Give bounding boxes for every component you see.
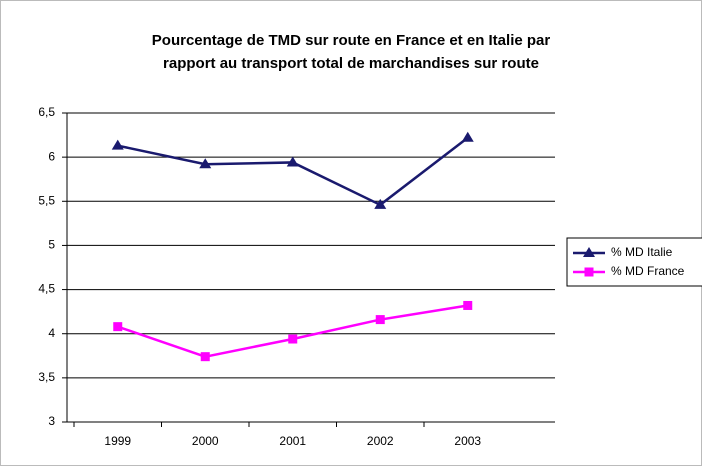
- marker: [463, 300, 473, 310]
- legend-label: % MD France: [611, 264, 685, 278]
- y-tick-label: 6,5: [38, 105, 55, 119]
- marker: [113, 322, 123, 332]
- y-tick-label: 5: [48, 238, 55, 252]
- y-tick-label: 5,5: [38, 193, 55, 207]
- marker: [461, 131, 474, 142]
- marker: [374, 198, 387, 209]
- x-tick-label: 2002: [367, 434, 394, 448]
- chart-title: rapport au transport total de marchandis…: [163, 55, 539, 72]
- chart-title: Pourcentage de TMD sur route en France e…: [152, 32, 551, 49]
- marker: [375, 315, 385, 325]
- marker: [288, 334, 298, 344]
- marker: [583, 247, 595, 257]
- x-tick-label: 1999: [104, 434, 131, 448]
- y-tick-label: 4: [48, 326, 55, 340]
- legend-box: [566, 237, 702, 287]
- marker: [199, 158, 212, 169]
- x-tick-label: 2000: [192, 434, 219, 448]
- y-tick-label: 3: [48, 414, 55, 428]
- y-tick-label: 4,5: [38, 282, 55, 296]
- y-tick-label: 6: [48, 149, 55, 163]
- marker: [286, 156, 299, 167]
- marker: [584, 267, 594, 277]
- x-tick-label: 2001: [279, 434, 306, 448]
- marker: [200, 352, 210, 362]
- y-tick-label: 3,5: [38, 370, 55, 384]
- legend-label: % MD Italie: [611, 245, 673, 259]
- marker: [111, 139, 124, 150]
- x-tick-label: 2003: [454, 434, 481, 448]
